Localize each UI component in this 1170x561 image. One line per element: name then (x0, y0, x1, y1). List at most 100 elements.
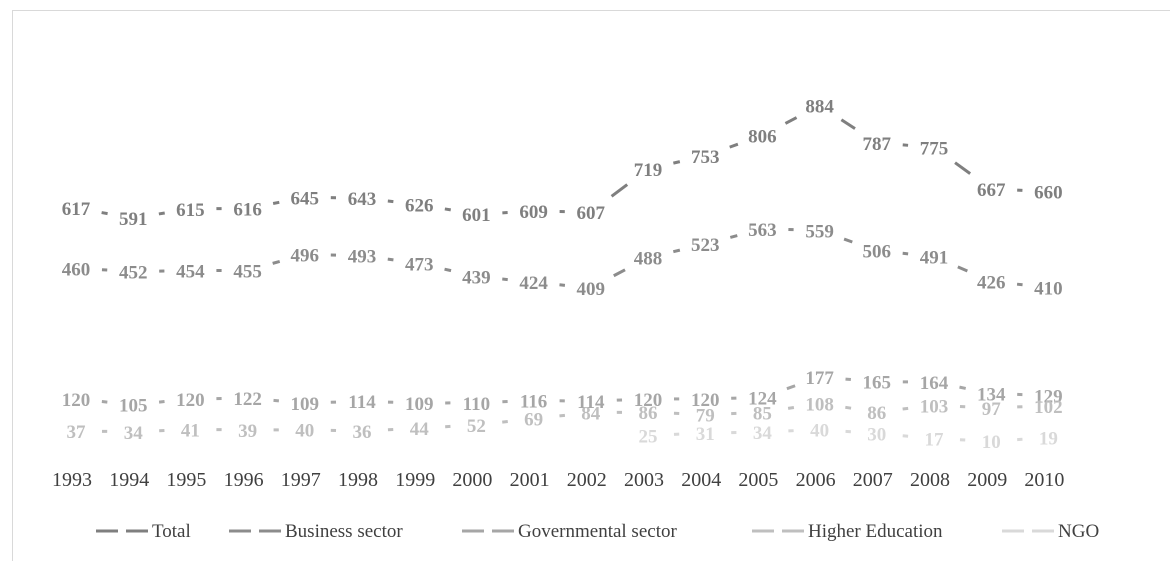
data-label: 34 (753, 423, 773, 444)
data-label: 116 (520, 391, 547, 412)
series-total (101, 116, 1023, 216)
data-label: 454 (176, 262, 205, 283)
x-tick-label: 2002 (567, 469, 607, 491)
x-tick-label: 2009 (967, 469, 1007, 491)
series-segment (787, 406, 795, 410)
data-label: 30 (867, 424, 886, 445)
data-label: 103 (920, 396, 949, 417)
x-tick-label: 2001 (510, 469, 550, 491)
data-label: 37 (67, 422, 87, 443)
data-label: 40 (810, 421, 829, 442)
data-label: 559 (805, 221, 834, 242)
x-tick-label: 2005 (738, 469, 778, 491)
x-tick-label: 1993 (52, 469, 92, 491)
series-segment (1016, 282, 1023, 287)
series-segment (559, 413, 566, 418)
x-tick-label: 1999 (395, 469, 435, 491)
x-tick-label: 2004 (681, 469, 721, 491)
data-label: 626 (405, 196, 434, 217)
data-label: 719 (634, 160, 663, 181)
legend: Total Business sector Governmental sector H… (96, 521, 1099, 542)
data-label: 452 (119, 262, 148, 283)
data-label: 114 (577, 392, 605, 413)
series-segment (729, 142, 739, 149)
data-label: 134 (977, 385, 1006, 406)
x-tick-label: 2010 (1024, 469, 1064, 491)
x-tick-label: 2000 (452, 469, 492, 491)
data-label: 39 (238, 421, 257, 442)
series-segment (845, 405, 852, 410)
data-label: 108 (805, 395, 834, 416)
series-segment (613, 268, 626, 278)
series-segment (158, 211, 165, 216)
series-segment (902, 251, 909, 256)
data-label: 97 (982, 399, 1002, 420)
data-label: 120 (176, 390, 205, 411)
series-segment (610, 183, 629, 198)
series-segment (843, 237, 853, 244)
data-label: 523 (691, 235, 720, 256)
data-label: 129 (1034, 386, 1063, 407)
series-segment (673, 160, 681, 165)
series-higher-education (101, 404, 1023, 433)
legend-item-ngo: NGO (1002, 521, 1099, 542)
series-segment (101, 400, 108, 404)
data-label: 105 (119, 396, 148, 417)
data-label: 787 (863, 134, 892, 155)
data-label: 102 (1034, 397, 1063, 418)
data-label: 410 (1034, 279, 1063, 300)
series-governmental-sector (101, 377, 1023, 405)
series-segment (784, 116, 798, 125)
legend-item-governmental-sector: Governmental sector (462, 521, 677, 542)
data-label: 491 (920, 247, 949, 268)
x-tick-label: 2008 (910, 469, 950, 491)
data-label: 86 (867, 403, 886, 424)
data-label: 884 (805, 97, 834, 118)
data-label: 69 (524, 410, 543, 431)
data-label: 616 (233, 199, 262, 220)
series-lines (101, 116, 1023, 442)
data-label: 609 (519, 202, 548, 223)
x-tick-label: 2003 (624, 469, 664, 491)
series-segment (158, 400, 165, 404)
series-segment (387, 257, 394, 262)
data-label: 607 (577, 203, 606, 224)
data-label: 19 (1039, 429, 1058, 450)
data-label: 84 (581, 404, 601, 425)
x-tick-label: 1994 (109, 469, 149, 491)
data-label: 601 (462, 205, 491, 226)
data-label: 114 (348, 392, 376, 413)
series-segment (559, 283, 566, 287)
series-segment (444, 207, 452, 212)
data-label: 488 (634, 249, 663, 270)
data-label: 109 (405, 394, 434, 415)
series-segment (957, 265, 968, 273)
data-label: 455 (233, 261, 262, 282)
data-label: 165 (863, 373, 892, 394)
series-segment (387, 199, 394, 204)
data-label: 44 (410, 419, 430, 440)
data-labels: 617 591 615 616 645 643 626 601 609 607 719 753 806 8… (62, 97, 1063, 454)
legend-label: Business sector (285, 521, 403, 542)
data-label: 25 (639, 426, 658, 447)
x-axis-tick-labels: 1993 1994 1995 1996 1997 1998 1999 2000 2001 2002… (52, 469, 1064, 491)
x-tick-label: 2007 (853, 469, 893, 491)
series-ngo (673, 429, 1023, 442)
data-label: 36 (353, 422, 372, 443)
series-business-sector (101, 228, 1023, 287)
legend-item-higher-education: Higher Education (752, 521, 943, 542)
data-label: 34 (124, 423, 144, 444)
x-tick-label: 1995 (166, 469, 206, 491)
series-segment (272, 259, 281, 265)
data-label: 120 (691, 390, 720, 411)
data-label: 591 (119, 209, 148, 230)
series-segment (902, 406, 909, 411)
data-label: 52 (467, 416, 486, 437)
series-segment (729, 234, 738, 239)
data-label: 563 (748, 220, 777, 241)
data-label: 79 (696, 406, 715, 427)
legend-label: NGO (1058, 521, 1099, 542)
series-segment (672, 248, 681, 254)
series-segment (786, 384, 796, 391)
series-segment (959, 385, 967, 390)
